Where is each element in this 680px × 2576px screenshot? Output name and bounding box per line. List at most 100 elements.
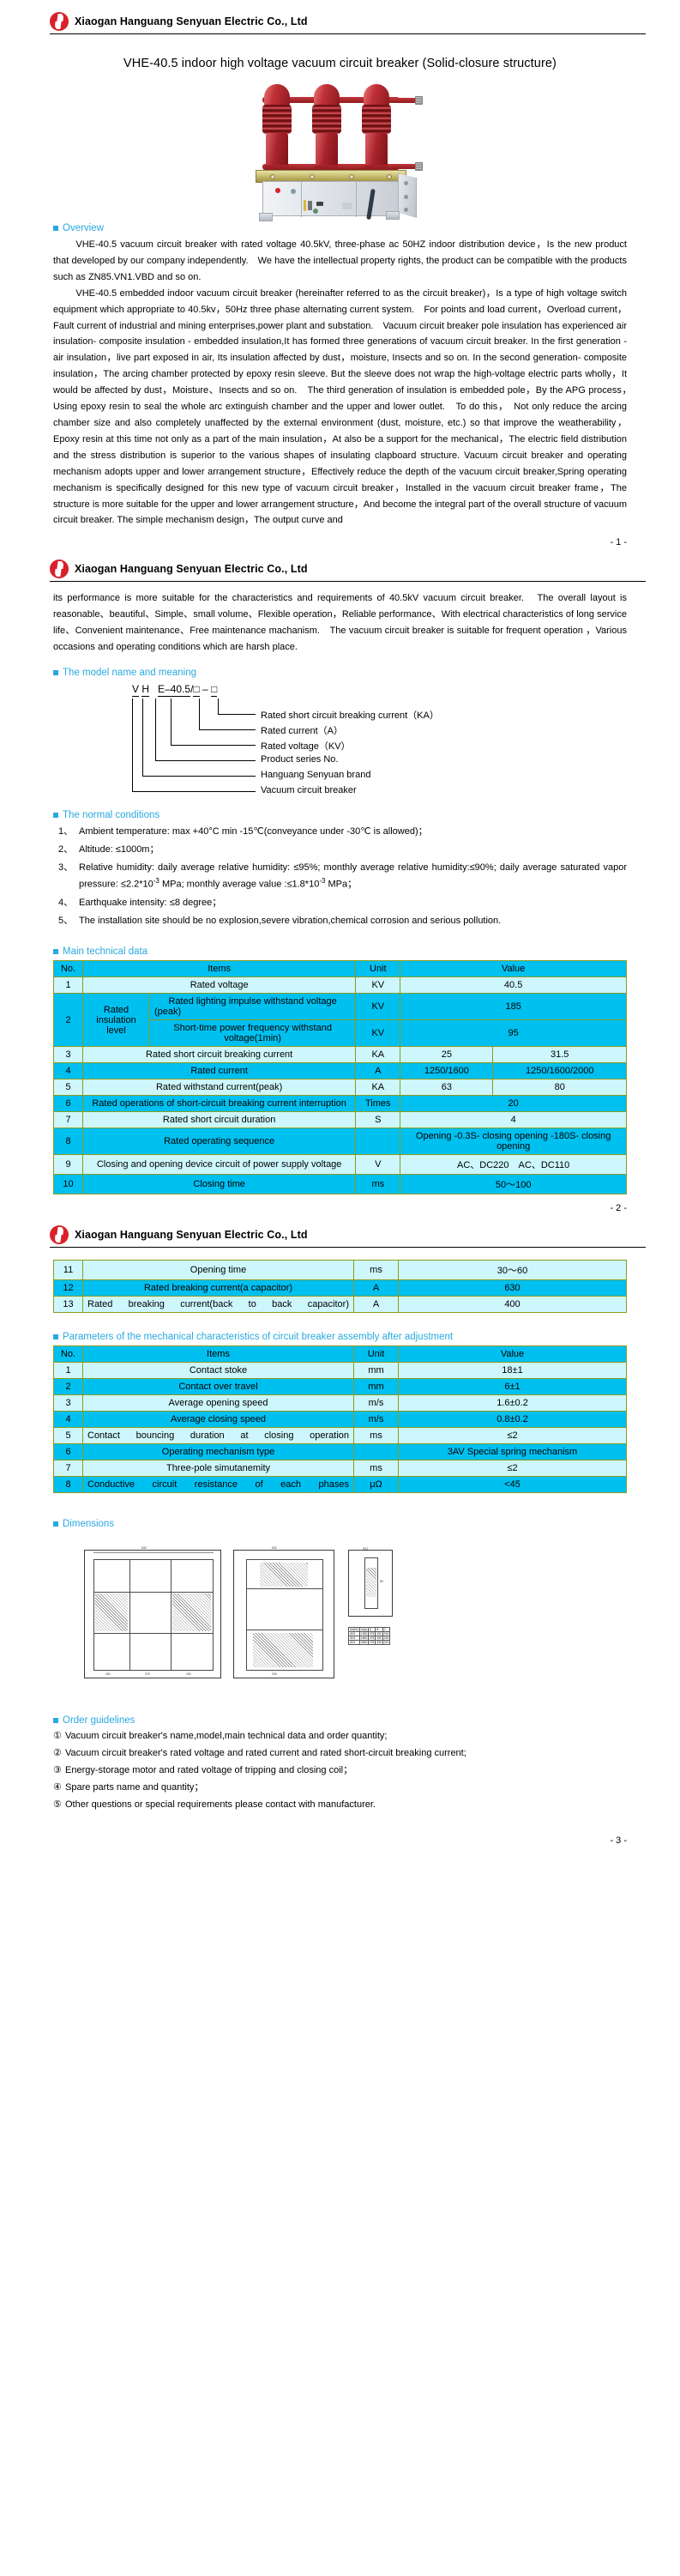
table-row: 9 Closing and opening device circuit of … bbox=[53, 1154, 627, 1176]
model-label-0: Rated short circuit breaking current（KA） bbox=[261, 710, 439, 721]
table-row: 5 Contact bouncing duration at closing o… bbox=[53, 1427, 627, 1445]
page-header-1: Xiaogan Hanguang Senyuan Electric Co., L… bbox=[0, 0, 680, 31]
model-code-voltage: 40.5 bbox=[170, 682, 191, 697]
dimension-drawings: 840 150 275 150 630 330 bbox=[53, 1534, 627, 1710]
section-heading-main-data: Main technical data bbox=[53, 946, 627, 957]
company-logo-icon bbox=[50, 1225, 69, 1245]
table-row: 11 Opening time ms 30～60 bbox=[53, 1260, 627, 1281]
mounting-bracket-left bbox=[259, 213, 273, 221]
open-indicator-led bbox=[275, 188, 280, 193]
embedded-pole-a bbox=[262, 84, 292, 177]
page-1: Xiaogan Hanguang Senyuan Electric Co., L… bbox=[0, 0, 680, 548]
table-row: 2 Contact over travel mm 6±1 bbox=[53, 1378, 627, 1396]
condition-item-2: 2、 Altitude: ≤1000m； bbox=[58, 844, 159, 856]
table-row: 3 Average opening speed m/s 1.6±0.2 bbox=[53, 1394, 627, 1412]
order-guidelines-list: ① Vacuum circuit breaker's name,model,ma… bbox=[53, 1729, 627, 1812]
model-label-5: Vacuum circuit breaker bbox=[261, 784, 357, 795]
model-code-box2: □ bbox=[211, 682, 218, 697]
table-row: 8 Conductive circuit resistance of each … bbox=[53, 1476, 627, 1494]
section-heading-conditions: The normal conditions bbox=[53, 810, 627, 820]
mechanical-characteristics-table: No. Items Unit Value 1 Contact stoke mm … bbox=[53, 1345, 627, 1494]
overview-paragraph-2: VHE-40.5 embedded indoor vacuum circuit … bbox=[53, 287, 636, 526]
list-item: ② Vacuum circuit breaker's rated voltage… bbox=[53, 1748, 466, 1759]
table-row: 2 Rated insulation level Rated lighting … bbox=[53, 993, 627, 1048]
bullet-square-icon bbox=[53, 226, 58, 231]
table-row: Short-time power frequency withstand vol… bbox=[54, 1019, 627, 1048]
section-heading-overview: Overview bbox=[53, 223, 627, 233]
closed-indicator-led bbox=[291, 189, 296, 194]
model-code-box1: □ bbox=[193, 682, 200, 697]
table-header-row: No. Items Unit Value bbox=[53, 960, 627, 978]
model-label-4: Hanguang Senyuan brand bbox=[261, 769, 371, 780]
section-heading-dimensions: Dimensions bbox=[53, 1519, 627, 1529]
list-item: ④ Spare parts name and quantity； bbox=[53, 1781, 204, 1793]
model-code-dash2: – bbox=[202, 682, 208, 695]
table-row: Ue(kV) In(A) A B C bbox=[348, 1627, 391, 1633]
list-item: ⑤ Other questions or special requirement… bbox=[53, 1799, 376, 1810]
embedded-pole-c bbox=[362, 84, 391, 177]
list-item: ① Vacuum circuit breaker's name,model,ma… bbox=[53, 1731, 388, 1742]
side-view-drawing: 630 330 bbox=[233, 1546, 334, 1679]
mounting-bracket-right bbox=[386, 211, 400, 220]
page-number-2: - 2 - bbox=[610, 1203, 627, 1214]
model-code-e: E bbox=[158, 682, 165, 697]
table-row: 1 Contact stoke mm 18±1 bbox=[53, 1362, 627, 1380]
model-code-dash1: – bbox=[165, 682, 171, 697]
page-header-2: Xiaogan Hanguang Senyuan Electric Co., L… bbox=[0, 547, 680, 579]
table-row: 1 Rated voltage KV 40.5 bbox=[53, 977, 627, 995]
table-row: 8 Rated operating sequence Opening -0.3S… bbox=[53, 1128, 627, 1156]
page-number-1: - 1 - bbox=[610, 537, 627, 548]
table-row: 4 Rated current A 1250/1600 1250/1600/20… bbox=[53, 1062, 627, 1080]
front-view-drawing: 840 150 275 150 bbox=[84, 1546, 221, 1679]
embedded-pole-b bbox=[312, 84, 341, 177]
model-label-1: Rated current（A） bbox=[261, 725, 343, 736]
side-frame-plate bbox=[398, 173, 417, 218]
condition-item-4: 4、 Earthquake intensity: ≤8 degree； bbox=[58, 898, 222, 909]
section-heading-order: Order guidelines bbox=[53, 1715, 627, 1726]
bullet-square-icon bbox=[53, 812, 58, 818]
company-name: Xiaogan Hanguang Senyuan Electric Co., L… bbox=[75, 1229, 308, 1242]
company-name: Xiaogan Hanguang Senyuan Electric Co., L… bbox=[75, 563, 308, 576]
section-heading-model: The model name and meaning bbox=[53, 668, 627, 678]
table-row: 10 Closing time ms 50～100 bbox=[53, 1174, 627, 1195]
company-name: Xiaogan Hanguang Senyuan Electric Co., L… bbox=[75, 15, 308, 27]
overview-paragraph-1: VHE-40.5 vacuum circuit breaker with rat… bbox=[53, 239, 627, 282]
header-rule-1 bbox=[50, 33, 646, 34]
bullet-square-icon bbox=[53, 949, 58, 955]
page-2: Xiaogan Hanguang Senyuan Electric Co., L… bbox=[0, 547, 680, 1214]
bullet-square-icon bbox=[53, 1334, 58, 1340]
table-row: 7 Three-pole simutanemity ms ≤2 bbox=[53, 1460, 627, 1478]
company-logo-icon bbox=[50, 12, 69, 31]
counter-window bbox=[313, 209, 318, 214]
main-technical-data-table: No. Items Unit Value 1 Rated voltage KV … bbox=[53, 960, 627, 1195]
condition-item-3: 3、 Relative humidity: daily average rela… bbox=[58, 862, 627, 891]
list-item: ③ Energy-storage motor and rated voltage… bbox=[53, 1765, 353, 1776]
model-designation-diagram: V H E–40.5/□ – □ Rated short circuit bre… bbox=[53, 682, 627, 795]
operating-mechanism-cabinet bbox=[262, 181, 400, 217]
model-label-3: Product series No. bbox=[261, 753, 339, 765]
model-code-h: H bbox=[141, 682, 150, 697]
normal-conditions-list: 1、 Ambient temperature: max +40°C min -1… bbox=[53, 824, 627, 929]
model-code-slash: / bbox=[190, 682, 194, 695]
header-rule-3 bbox=[50, 1247, 646, 1249]
table-header-row: No. Items Unit Value bbox=[53, 1345, 627, 1364]
condition-item-5: 5、 The installation site should be no ex… bbox=[58, 916, 502, 927]
table-row: 4 Average closing speed m/s 0.8±0.2 bbox=[53, 1411, 627, 1429]
table-row: 40.5 1250 275 330 210 bbox=[348, 1631, 391, 1637]
model-code-v: V bbox=[132, 682, 140, 697]
page-title: VHE-40.5 indoor high voltage vacuum circ… bbox=[123, 57, 557, 70]
page-header-3: Xiaogan Hanguang Senyuan Electric Co., L… bbox=[0, 1213, 680, 1245]
page-number-3: - 3 - bbox=[610, 1835, 627, 1846]
table-row: 40.5 1600 275 330 210 bbox=[348, 1636, 391, 1642]
company-logo-icon bbox=[50, 559, 69, 579]
detail-view-drawing: Ф12 80 bbox=[348, 1547, 393, 1618]
table-row: 40.5 2000 275 330 210 bbox=[348, 1640, 391, 1646]
overview-paragraph-3: its performance is more suitable for the… bbox=[53, 593, 627, 653]
condition-item-1: 1、 Ambient temperature: max +40°C min -1… bbox=[58, 825, 428, 837]
table-row: 7 Rated short circuit duration S 4 bbox=[53, 1111, 627, 1129]
lower-terminal bbox=[391, 162, 423, 171]
table-row: 6 Rated operations of short-circuit brea… bbox=[53, 1095, 627, 1113]
section-heading-mech-params: Parameters of the mechanical characteris… bbox=[53, 1332, 627, 1342]
bullet-square-icon bbox=[53, 669, 58, 675]
model-label-2: Rated voltage（KV） bbox=[261, 741, 351, 752]
